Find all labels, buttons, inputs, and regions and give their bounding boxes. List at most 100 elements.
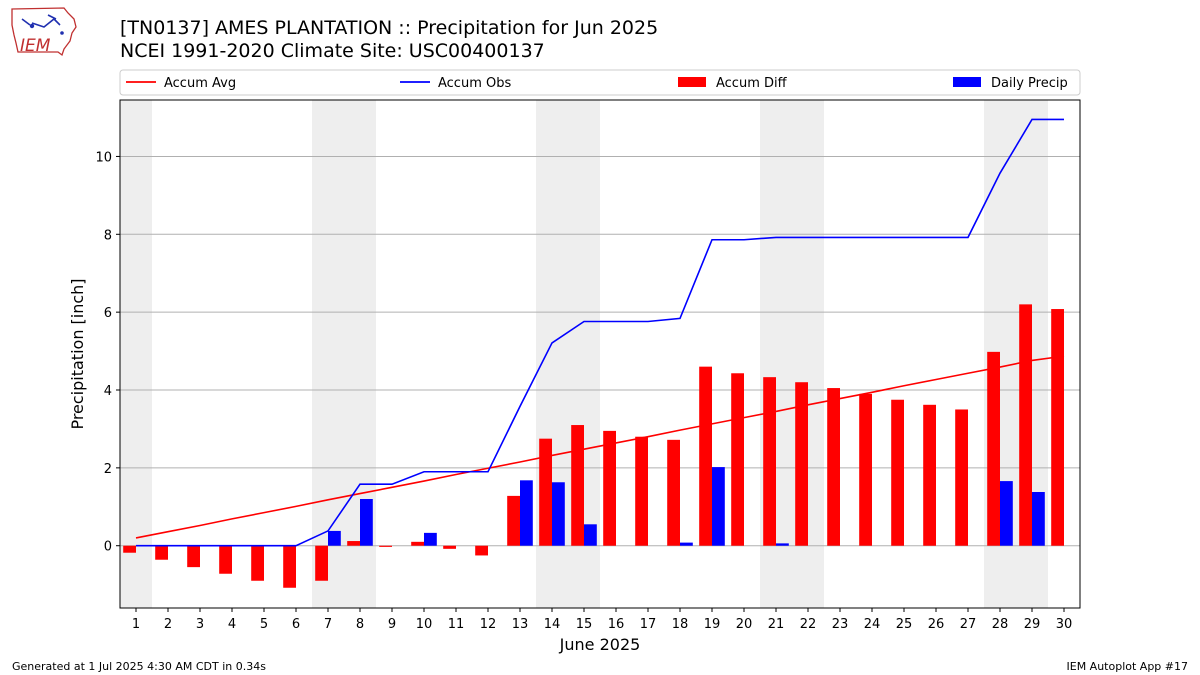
x-tick-label: 10	[416, 617, 433, 632]
legend-swatch-daily-precip	[953, 77, 981, 87]
accum-diff-bar	[891, 399, 904, 546]
accum-diff-bar	[219, 545, 232, 574]
accum-diff-bar	[347, 541, 360, 546]
y-tick-label: 4	[104, 384, 112, 399]
x-tick-label: 15	[576, 617, 593, 632]
daily-precip-bar	[520, 480, 533, 546]
daily-precip-bar	[360, 499, 373, 546]
accum-diff-bar	[539, 438, 552, 546]
accum-diff-bar	[379, 545, 392, 547]
x-tick-label: 12	[480, 617, 497, 632]
x-tick-label: 9	[388, 617, 396, 632]
bars-layer	[123, 304, 1064, 588]
legend-label-accum-diff: Accum Diff	[716, 76, 788, 91]
x-tick-label: 1	[132, 617, 140, 632]
y-axis-label: Precipitation [inch]	[68, 278, 87, 429]
legend-label-accum-obs: Accum Obs	[438, 76, 511, 91]
x-axis: 1 2 3 4 5 6 7 8 9 10 11 12 13 14 15 16 17 18 19 20 21 22 23 24 2…	[132, 608, 1072, 632]
accum-diff-bar	[699, 366, 712, 546]
x-tick-label: 27	[960, 617, 977, 632]
accum-diff-bar	[923, 404, 936, 546]
accum-diff-bar	[123, 545, 136, 553]
accum-avg-line	[135, 355, 1065, 539]
accum-obs-line	[136, 118, 1064, 547]
chart-title: [TN0137] AMES PLANTATION :: Precipitatio…	[120, 17, 659, 39]
accum-diff-bar	[507, 495, 520, 546]
y-axis: 0 2 4 6 8 10	[95, 150, 120, 555]
y-tick-label: 0	[104, 540, 112, 555]
legend-box	[119, 69, 1081, 96]
x-axis-label: June 2025	[559, 635, 641, 654]
accum-diff-bar	[315, 545, 328, 581]
y-tick-label: 8	[104, 228, 112, 243]
x-tick-label: 23	[832, 617, 849, 632]
x-tick-label: 13	[512, 617, 529, 632]
daily-precip-bar	[680, 542, 693, 546]
accum-diff-bar	[411, 541, 424, 546]
weekend-band	[120, 100, 152, 608]
accum-diff-bar	[1051, 309, 1064, 546]
accum-diff-bar	[795, 382, 808, 546]
x-tick-label: 28	[992, 617, 1009, 632]
accum-diff-bar	[187, 545, 200, 568]
daily-precip-bar	[424, 532, 437, 546]
x-tick-label: 7	[324, 617, 332, 632]
x-tick-label: 11	[448, 617, 465, 632]
x-tick-label: 18	[672, 617, 689, 632]
footer-generated: Generated at 1 Jul 2025 4:30 AM CDT in 0…	[12, 660, 266, 673]
accum-diff-bar	[955, 409, 968, 546]
x-tick-label: 22	[800, 617, 817, 632]
legend-label-daily-precip: Daily Precip	[991, 76, 1068, 91]
y-tick-label: 2	[104, 462, 112, 477]
x-tick-label: 30	[1056, 617, 1073, 632]
x-tick-label: 17	[640, 617, 657, 632]
daily-precip-bar	[712, 467, 725, 546]
chart-subtitle: NCEI 1991-2020 Climate Site: USC00400137	[120, 40, 545, 62]
accum-diff-bar	[827, 388, 840, 546]
accum-diff-bar	[1019, 304, 1032, 546]
daily-precip-bar	[552, 482, 565, 546]
accum-diff-bar	[667, 439, 680, 546]
iem-logo: IEM	[8, 5, 82, 59]
legend-swatch-accum-diff	[678, 77, 706, 87]
x-tick-label: 25	[896, 617, 913, 632]
lines-layer	[135, 118, 1065, 547]
accum-diff-bar	[635, 436, 648, 546]
x-tick-label: 21	[768, 617, 785, 632]
accum-diff-bar	[603, 430, 616, 546]
accum-diff-bar	[731, 373, 744, 546]
x-tick-label: 6	[292, 617, 300, 632]
y-tick-label: 10	[95, 150, 112, 165]
x-tick-label: 26	[928, 617, 945, 632]
daily-precip-bar	[1032, 491, 1045, 546]
daily-precip-bar	[328, 530, 341, 546]
x-tick-label: 19	[704, 617, 721, 632]
daily-precip-bar	[776, 543, 789, 546]
accum-diff-bar	[475, 545, 488, 556]
x-tick-label: 24	[864, 617, 881, 632]
x-tick-label: 29	[1024, 617, 1041, 632]
legend: Accum Avg Accum Obs Accum Diff Daily Precip	[119, 69, 1081, 96]
x-tick-label: 8	[356, 617, 364, 632]
x-tick-label: 14	[544, 617, 561, 632]
accum-diff-bar	[251, 545, 264, 581]
daily-precip-bar	[1000, 481, 1013, 546]
accum-diff-bar	[443, 545, 456, 549]
accum-diff-bar	[987, 351, 1000, 546]
x-tick-label: 3	[196, 617, 204, 632]
x-tick-label: 4	[228, 617, 236, 632]
accum-diff-bar	[571, 425, 584, 546]
x-tick-label: 5	[260, 617, 268, 632]
x-tick-label: 20	[736, 617, 753, 632]
accum-diff-bar	[155, 545, 168, 560]
iowa-state-outline-logo-icon: IEM	[11, 7, 77, 57]
y-tick-label: 6	[104, 306, 112, 321]
accum-diff-bar	[283, 545, 296, 588]
accum-diff-bar	[859, 393, 872, 546]
logo-text: IEM	[20, 36, 51, 56]
footer-app: IEM Autoplot App #17	[1066, 660, 1189, 673]
plot-frame	[119, 99, 1081, 609]
x-tick-label: 16	[608, 617, 625, 632]
daily-precip-bar	[584, 524, 597, 546]
